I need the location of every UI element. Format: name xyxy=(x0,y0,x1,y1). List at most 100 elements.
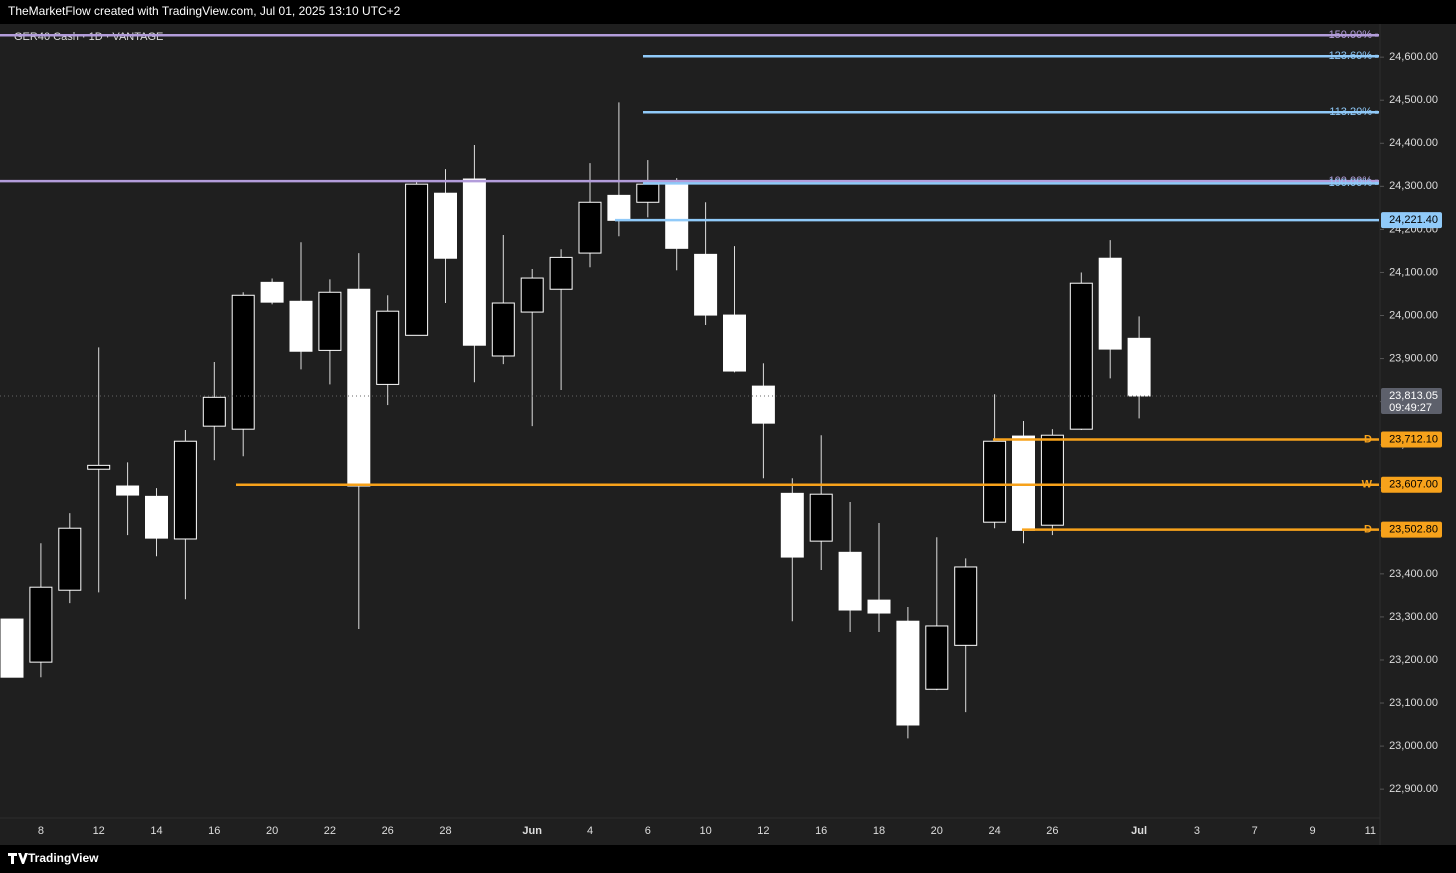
last-price-label: 23,813.05 xyxy=(1389,390,1438,402)
candle-body xyxy=(954,566,978,646)
y-tick-label: 24,100.00 xyxy=(1389,266,1438,278)
candle-body xyxy=(549,256,573,290)
x-tick-label: 28 xyxy=(439,825,451,837)
level-label: 100.00% xyxy=(1329,177,1373,189)
x-tick-label: 12 xyxy=(93,825,105,837)
candle-body xyxy=(405,183,429,336)
candle-body xyxy=(202,396,226,427)
price-tag-label: 23,712.10 xyxy=(1389,433,1438,445)
price-tag-label: 23,607.00 xyxy=(1389,479,1438,491)
price-tag xyxy=(1381,212,1442,229)
candle-body xyxy=(1069,282,1093,430)
chart-bg xyxy=(0,24,1456,845)
last-price-tag xyxy=(1381,388,1442,415)
x-tick-label: 14 xyxy=(150,825,162,837)
level-label: 113.20% xyxy=(1329,106,1372,118)
candle-body xyxy=(173,440,197,540)
x-tick-label: 16 xyxy=(208,825,220,837)
x-tick-label: 9 xyxy=(1309,825,1315,837)
candle-body xyxy=(260,281,284,303)
candle-body xyxy=(751,385,775,424)
candle-body xyxy=(116,485,140,496)
level-marker xyxy=(1375,181,1378,185)
y-tick-label: 23,100.00 xyxy=(1389,697,1438,709)
level-label: W xyxy=(1362,479,1373,491)
candle-body xyxy=(145,495,168,539)
y-tick-label: 23,400.00 xyxy=(1389,568,1438,580)
candle-body xyxy=(87,464,111,470)
candle-body xyxy=(1040,434,1064,526)
candle-body xyxy=(347,288,371,487)
level-label: D xyxy=(1364,433,1372,445)
y-tick-label: 24,000.00 xyxy=(1389,309,1438,321)
x-tick-label: 6 xyxy=(645,825,651,837)
y-tick-label: 24,400.00 xyxy=(1389,137,1438,149)
level-marker xyxy=(1375,179,1378,183)
candle-body xyxy=(462,178,486,346)
candle-body xyxy=(376,310,400,385)
candle-body xyxy=(723,314,746,372)
y-tick-label: 23,300.00 xyxy=(1389,611,1438,623)
x-tick-label: Jun xyxy=(522,825,542,837)
x-tick-label: 18 xyxy=(873,825,885,837)
candle-body xyxy=(1127,337,1151,397)
y-tick-label: 22,900.00 xyxy=(1389,783,1438,795)
x-tick-label: 20 xyxy=(931,825,943,837)
y-tick-label: 24,300.00 xyxy=(1389,180,1438,192)
candle-body xyxy=(1098,257,1122,350)
attribution: TheMarketFlow created with TradingView.c… xyxy=(8,4,401,18)
candle-body xyxy=(838,551,862,611)
level-marker xyxy=(1375,54,1378,58)
candle-body xyxy=(491,302,515,357)
candle-body xyxy=(607,194,631,221)
y-tick-label: 23,200.00 xyxy=(1389,654,1438,666)
candle-body xyxy=(694,253,718,316)
candle-body xyxy=(289,300,313,352)
candle-body xyxy=(636,183,660,203)
brand-logo xyxy=(8,853,28,864)
x-tick-label: 16 xyxy=(815,825,827,837)
price-tag xyxy=(1381,431,1442,448)
price-tag xyxy=(1381,476,1442,493)
x-tick-label: 12 xyxy=(757,825,769,837)
candle-body xyxy=(780,492,804,558)
candle-body xyxy=(809,493,833,542)
x-tick-label: 10 xyxy=(699,825,711,837)
level-label: 150.00% xyxy=(1329,29,1373,41)
candle-body xyxy=(578,201,602,254)
level-label: 123.60% xyxy=(1329,50,1373,62)
brand: TradingView xyxy=(28,851,99,865)
level-label: D xyxy=(1364,523,1372,535)
x-tick-label: Jul xyxy=(1131,825,1147,837)
x-tick-label: 24 xyxy=(988,825,1000,837)
y-tick-label: 24,600.00 xyxy=(1389,51,1438,63)
candle-body xyxy=(925,625,949,690)
candle-body xyxy=(58,527,82,591)
x-tick-label: 8 xyxy=(38,825,44,837)
chart-title: GER40 Cash · 1D · VANTAGE xyxy=(14,31,163,43)
y-tick-label: 23,000.00 xyxy=(1389,740,1438,752)
candle-body xyxy=(29,586,53,663)
y-tick-label: 23,900.00 xyxy=(1389,352,1438,364)
candle-body xyxy=(867,599,891,614)
price-tag xyxy=(1381,521,1442,538)
x-tick-label: 3 xyxy=(1194,825,1200,837)
x-tick-label: 7 xyxy=(1252,825,1258,837)
candle-body xyxy=(434,192,457,259)
x-tick-label: 20 xyxy=(266,825,278,837)
x-tick-label: 26 xyxy=(382,825,394,837)
candle-body xyxy=(983,440,1007,523)
level-marker xyxy=(1375,33,1378,37)
level-marker xyxy=(1375,110,1378,114)
x-tick-label: 26 xyxy=(1046,825,1058,837)
candle-body xyxy=(665,182,689,249)
price-tag-label: 23,502.80 xyxy=(1389,523,1438,535)
candle-body xyxy=(520,277,544,313)
x-tick-label: 11 xyxy=(1365,825,1376,837)
candle-body xyxy=(1012,435,1035,531)
candle-body xyxy=(896,620,920,726)
x-tick-label: 22 xyxy=(324,825,336,837)
countdown: 09:49:27 xyxy=(1389,402,1432,414)
candle-body xyxy=(318,291,342,351)
